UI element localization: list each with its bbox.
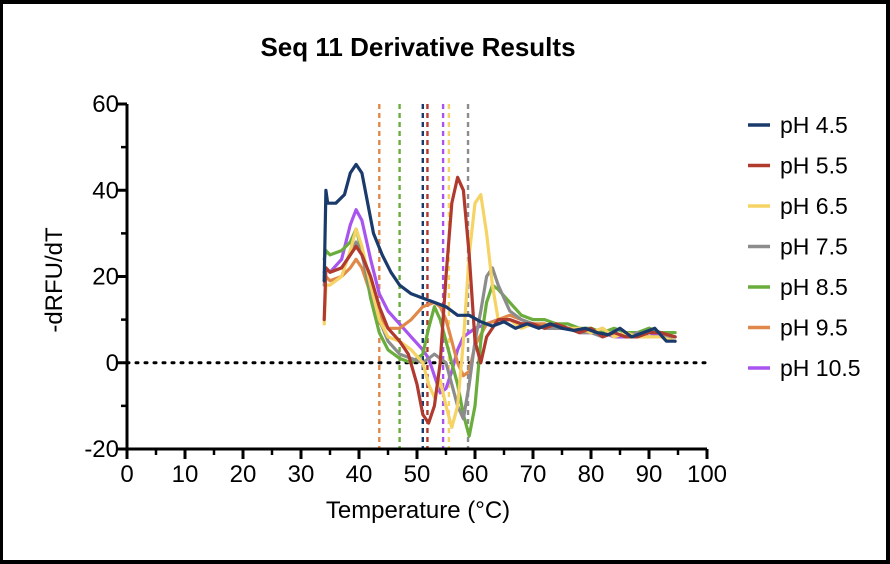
y-tick-label: -20 xyxy=(84,436,119,463)
x-tick-label: 60 xyxy=(462,461,489,488)
y-tick-label: 20 xyxy=(92,264,119,291)
legend-label-6: pH 10.5 xyxy=(780,355,861,381)
y-axis-title: -dRFU/dT xyxy=(41,227,68,333)
x-tick-label: 0 xyxy=(120,461,133,488)
legend-label-3: pH 7.5 xyxy=(780,234,848,260)
series-line-1 xyxy=(322,175,677,425)
y-tick-label: 40 xyxy=(92,177,119,204)
chart-title: Seq 11 Derivative Results xyxy=(260,32,575,62)
x-tick-label: 40 xyxy=(346,461,373,488)
x-axis-title: Temperature (°C) xyxy=(326,497,510,524)
legend: pH 4.5 pH 5.5 pH 6.5 pH 7.5 pH 8.5 pH 9.5 pH 1… xyxy=(748,112,861,381)
y-tick-label: 60 xyxy=(92,91,119,118)
legend-label-4: pH 8.5 xyxy=(780,274,848,300)
series-line-2 xyxy=(322,193,677,429)
x-tick-label: 50 xyxy=(404,461,431,488)
x-tick-label: 80 xyxy=(578,461,605,488)
legend-label-5: pH 9.5 xyxy=(780,315,848,341)
x-tick-label: 10 xyxy=(172,461,199,488)
y-tick-label: 0 xyxy=(106,350,119,377)
x-tick-label: 20 xyxy=(230,461,257,488)
legend-label-2: pH 6.5 xyxy=(780,193,848,219)
x-tick-label: 100 xyxy=(687,461,727,488)
series-line-0 xyxy=(322,162,677,343)
x-tick-label: 70 xyxy=(520,461,547,488)
legend-label-0: pH 4.5 xyxy=(780,112,848,138)
x-tick-label: 90 xyxy=(636,461,663,488)
x-tick-label: 30 xyxy=(288,461,315,488)
legend-label-1: pH 5.5 xyxy=(780,153,848,179)
